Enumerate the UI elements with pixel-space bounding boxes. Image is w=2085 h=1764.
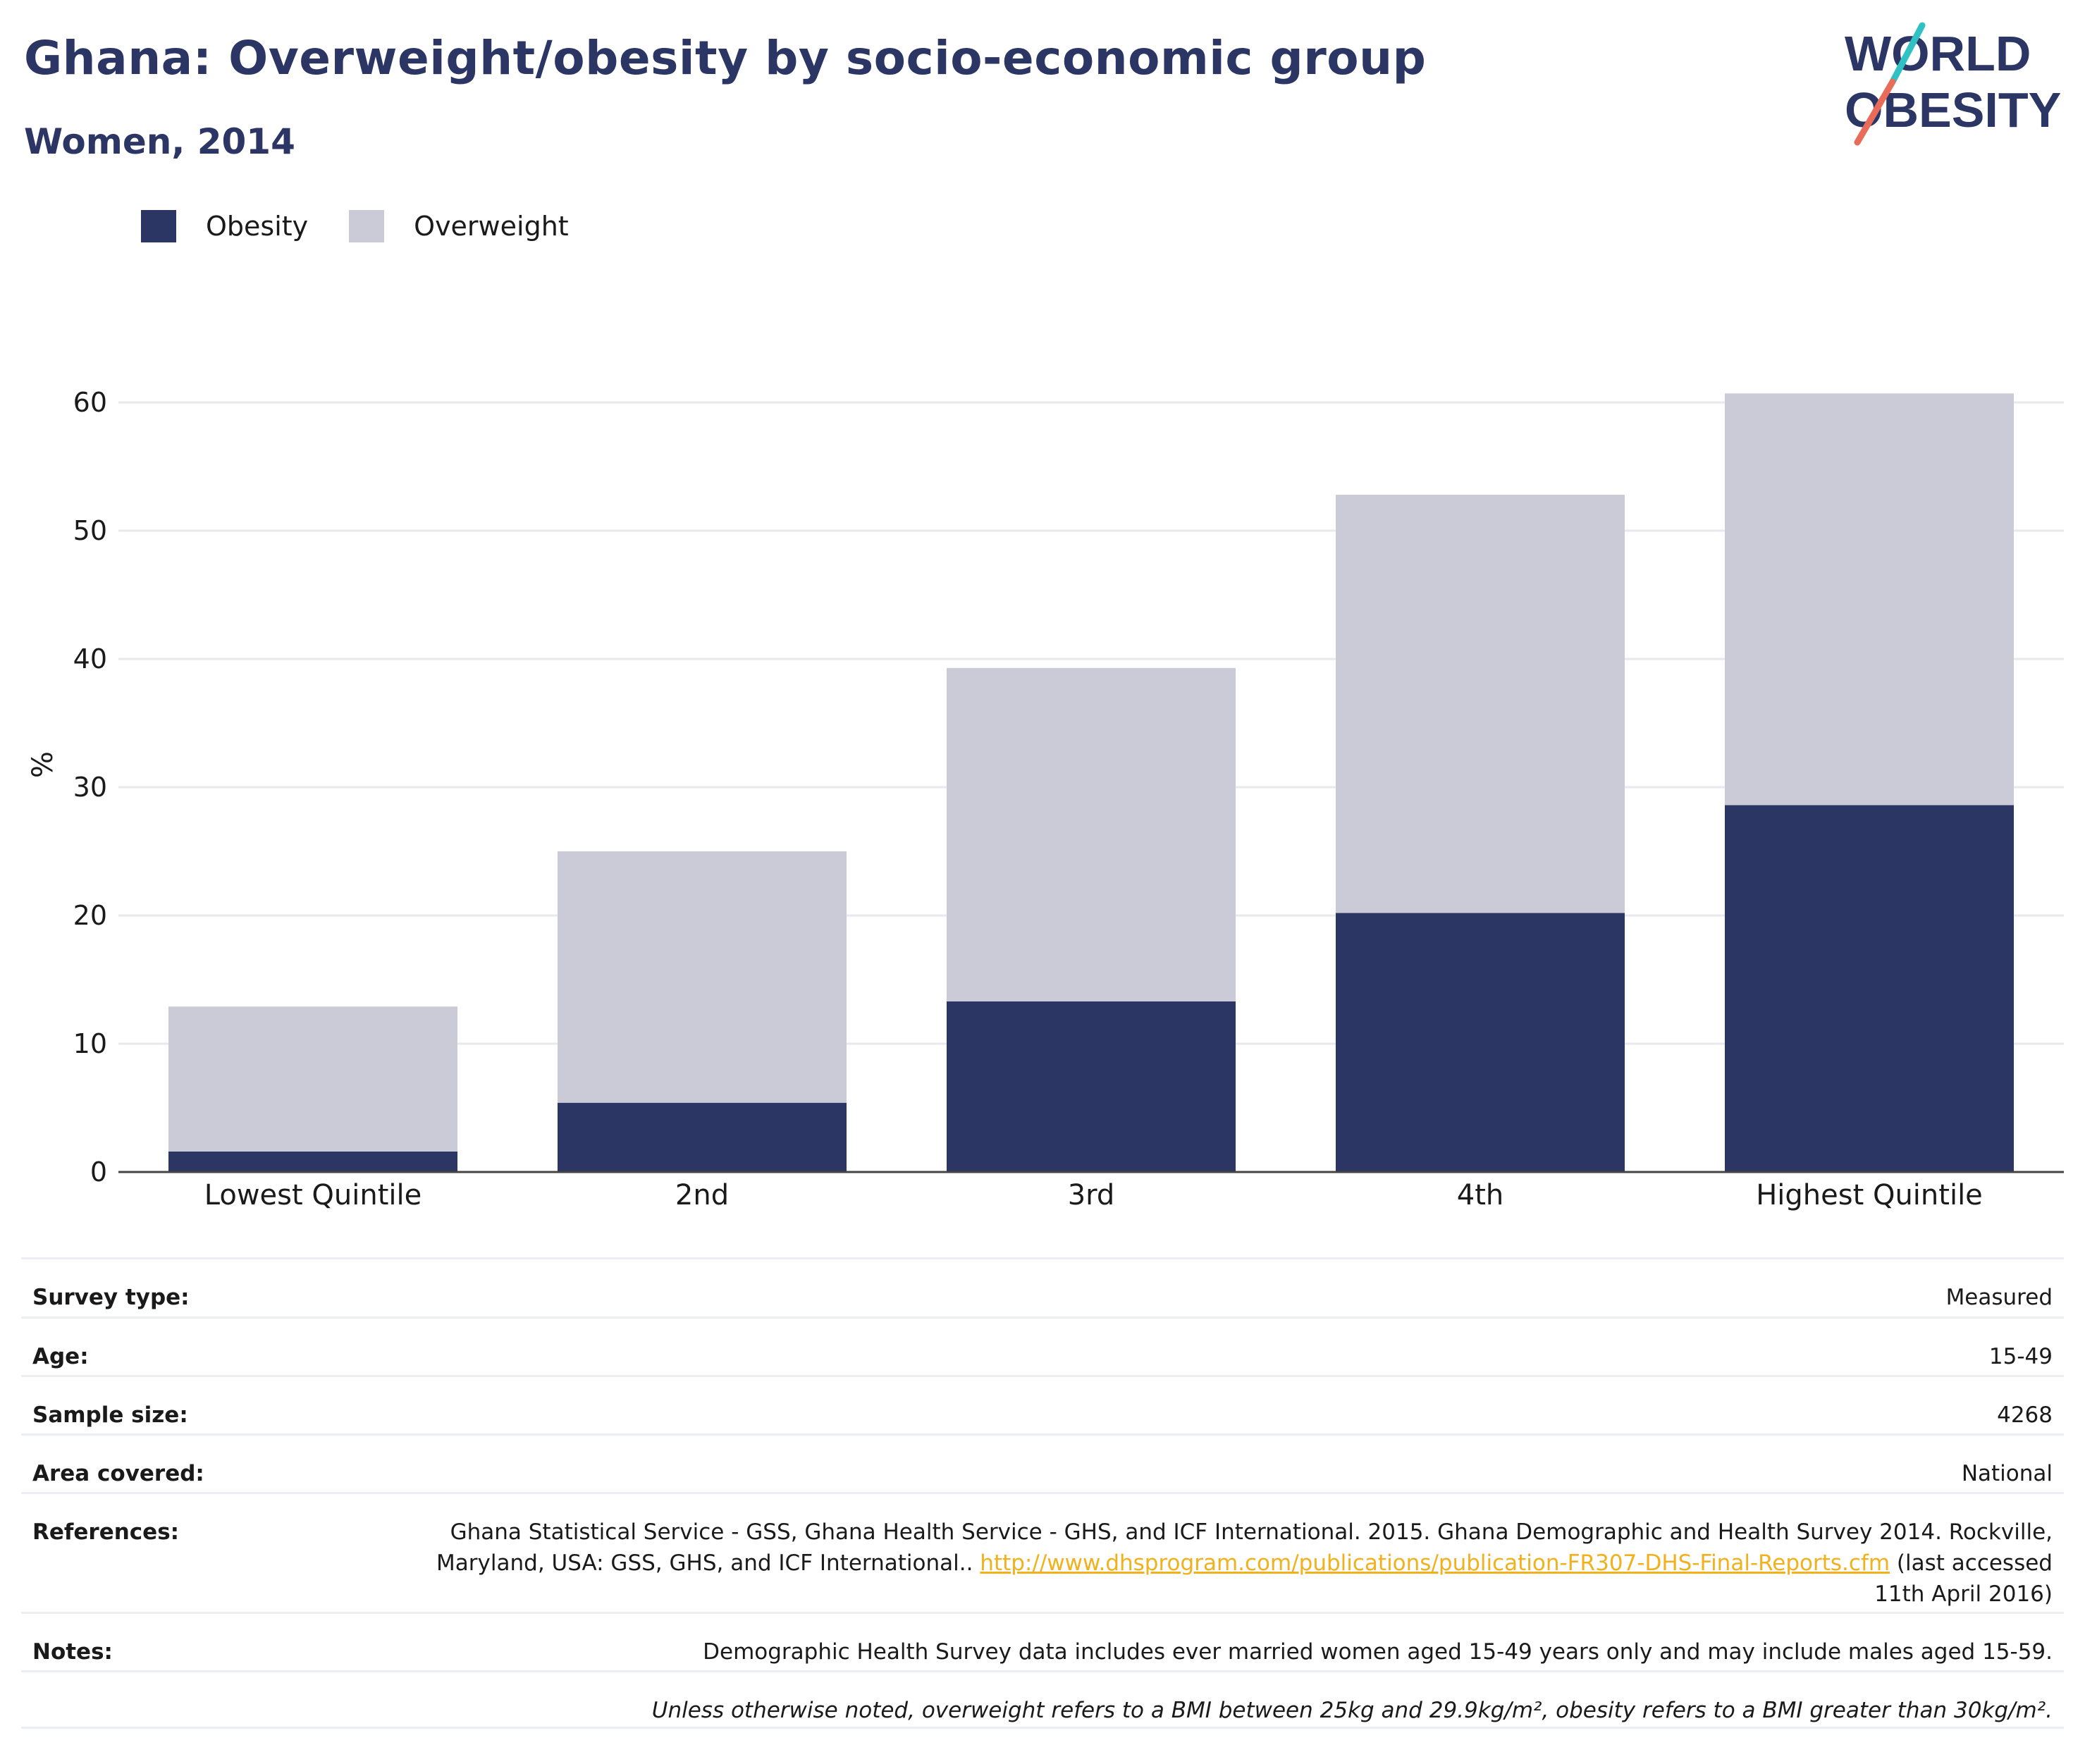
age-value: 15-49 (1988, 1344, 2053, 1369)
x-tick-label-1: 2nd (675, 1179, 729, 1211)
area-covered-label: Area covered: (32, 1461, 204, 1486)
x-tick-label-0: Lowest Quintile (204, 1179, 422, 1211)
meta-row-references: References: Ghana Statistical Service - … (21, 1492, 2064, 1612)
y-tick-label-60: 60 (73, 387, 107, 418)
references-value: Ghana Statistical Service - GSS, Ghana H… (431, 1517, 2053, 1610)
bar-overweight-1 (558, 851, 847, 1103)
bar-overweight-2 (947, 667, 1236, 1001)
bar-overweight-3 (1336, 495, 1625, 913)
chart-legend: Obesity Overweight (141, 210, 610, 242)
logo-line1: WORLD (1845, 26, 2031, 81)
x-tick-label-4: Highest Quintile (1756, 1179, 1983, 1211)
y-tick-label-50: 50 (73, 515, 107, 546)
bmi-note: Unless otherwise noted, overweight refer… (651, 1698, 2053, 1723)
y-tick-label-10: 10 (73, 1028, 107, 1059)
legend-label-obesity: Obesity (206, 211, 309, 242)
notes-label: Notes: (32, 1639, 113, 1665)
y-tick-label-20: 20 (73, 900, 107, 931)
y-tick-label-0: 0 (90, 1157, 107, 1188)
survey-type-label: Survey type: (32, 1285, 190, 1310)
bar-obesity-0 (168, 1151, 457, 1172)
meta-row-age: Age: 15-49 (21, 1316, 2064, 1375)
y-tick-label-30: 30 (73, 772, 107, 803)
bar-obesity-2 (947, 1001, 1236, 1172)
logo-line2: OBESITY (1845, 82, 2061, 137)
legend-item-obesity[interactable]: Obesity (141, 210, 308, 242)
sample-size-value: 4268 (1997, 1402, 2053, 1428)
chart-title: Ghana: Overweight/obesity by socio-econo… (24, 31, 1427, 85)
notes-value: Demographic Health Survey data includes … (703, 1639, 2053, 1665)
legend-swatch-overweight (349, 210, 385, 242)
sample-size-label: Sample size: (32, 1402, 188, 1428)
y-tick-label-40: 40 (73, 643, 107, 674)
age-label: Age: (32, 1344, 89, 1369)
meta-row-sample-size: Sample size: 4268 (21, 1375, 2064, 1433)
legend-item-overweight[interactable]: Overweight (349, 210, 569, 242)
bar-obesity-4 (1725, 805, 2014, 1172)
legend-label-overweight: Overweight (414, 211, 569, 242)
bar-obesity-1 (558, 1102, 847, 1172)
references-link[interactable]: http://www.dhsprogram.com/publications/p… (980, 1550, 1890, 1576)
world-obesity-logo: WORLD OBESITY (1845, 22, 2061, 146)
area-covered-value: National (1961, 1461, 2053, 1486)
meta-row-area-covered: Area covered: National (21, 1433, 2064, 1492)
references-suffix: (last accessed 11th April 2016) (1874, 1550, 2053, 1607)
x-tick-label-3: 4th (1457, 1179, 1503, 1211)
meta-row-bmi-note: Unless otherwise noted, overweight refer… (21, 1670, 2064, 1729)
legend-swatch-obesity (141, 210, 176, 242)
y-axis-label: % (27, 751, 59, 778)
bar-obesity-3 (1336, 913, 1625, 1172)
bar-overweight-0 (168, 1006, 457, 1152)
meta-row-notes: Notes: Demographic Health Survey data in… (21, 1612, 2064, 1670)
references-text: Ghana Statistical Service - GSS, Ghana H… (436, 1519, 2053, 1576)
chart-subtitle: Women, 2014 (24, 121, 295, 162)
references-label: References: (32, 1519, 180, 1545)
meta-row-survey-type: Survey type: Measured (21, 1257, 2064, 1316)
metadata-table: Survey type: Measured Age: 15-49 Sample … (21, 1257, 2064, 1729)
survey-type-value: Measured (1945, 1285, 2053, 1310)
x-tick-label-2: 3rd (1068, 1179, 1115, 1211)
bar-chart: 0 10 20 30 40 50 60% Lowest Quintile 2nd 3rd 4th Hi… (27, 387, 2064, 1211)
bar-overweight-4 (1725, 393, 2014, 806)
